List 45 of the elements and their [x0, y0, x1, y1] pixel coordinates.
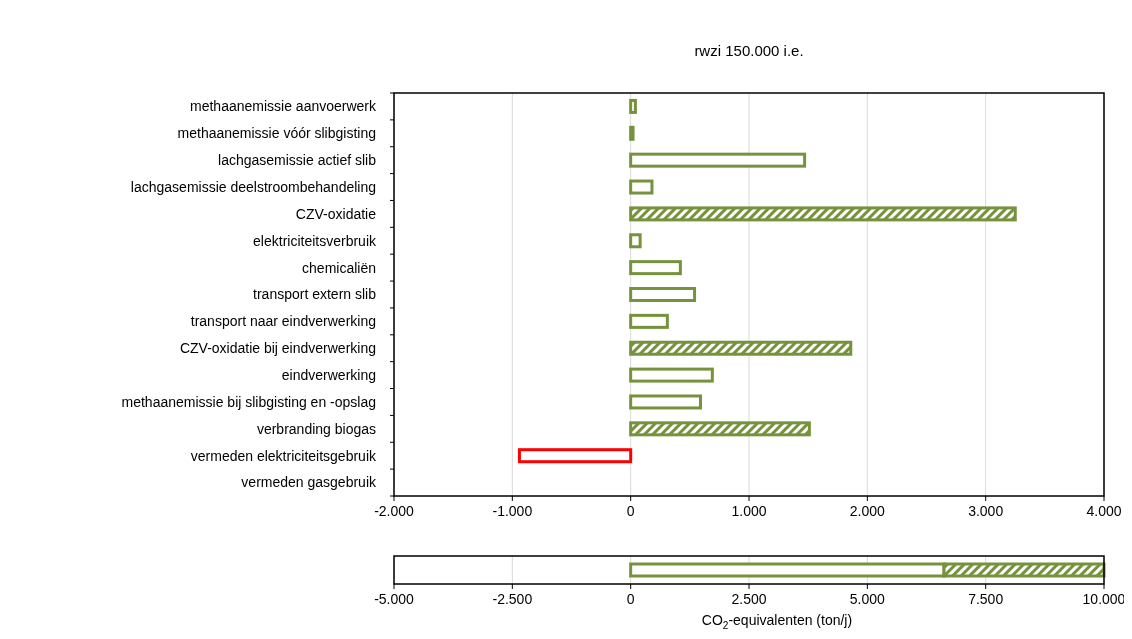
y-tick-label: verbranding biogas	[256, 420, 376, 437]
x-axis-title: CO$_{2}$-equivalenten (ton/j)	[701, 612, 853, 631]
y-tick-label: CZV-oxidatie bij eindverwerking	[179, 340, 376, 357]
y-tick-label: lachgasemissie actief slib	[218, 152, 377, 169]
y-tick-label: CZV-oxidatie	[295, 205, 377, 222]
bar	[629, 152, 807, 168]
bar	[629, 125, 635, 141]
y-tick-label: transport extern slib	[253, 286, 377, 303]
bar	[629, 421, 811, 437]
y-tick-label: methaanemissie vóór slibgisting	[177, 125, 376, 142]
y-tick-label: eindverwerking	[281, 367, 376, 383]
y-tick-label: transport naar eindverwerking	[190, 313, 376, 330]
x-tick-label: 0	[626, 503, 635, 519]
bar	[517, 448, 633, 464]
bar	[629, 179, 654, 195]
x-tick-label: 3.000	[968, 503, 1004, 519]
bar	[629, 313, 669, 329]
bar	[629, 340, 853, 356]
bar	[629, 206, 1017, 222]
bar	[629, 367, 714, 383]
x-tick-label: -1.000	[492, 503, 533, 519]
bar	[629, 394, 702, 410]
x-tick-label: 4.000	[1086, 503, 1122, 519]
y-tick-label: methaanemissie aanvoerwerk	[190, 98, 377, 115]
x-tick-label: -2.000	[374, 503, 415, 519]
x-tick-label: -2.500	[492, 591, 533, 607]
bar	[629, 98, 637, 114]
bar	[629, 287, 697, 302]
x-tick-label: 2.500	[731, 591, 767, 607]
x-tick-label: 10.000	[1082, 591, 1126, 607]
y-tick-label: elektriciteitsverbruik	[253, 232, 377, 249]
y-tick-label: methaanemissie bij slibgisting en -opslag	[121, 393, 376, 410]
x-tick-label: 7.500	[968, 591, 1004, 607]
chart-title: rwzi 150.000 i.e.	[694, 42, 804, 59]
bar	[629, 233, 642, 249]
x-tick-label: 1.000	[731, 503, 767, 519]
x-tick-label: -5.000	[374, 591, 415, 607]
bar	[629, 260, 682, 276]
y-tick-label: chemicaliën	[302, 259, 376, 276]
x-tick-label: 5.000	[849, 591, 886, 607]
y-tick-label: vermeden elektriciteitsgebruik	[190, 447, 377, 464]
y-tick-label: lachgasemissie deelstroombehandeling	[130, 178, 376, 195]
x-tick-label: 0	[626, 591, 635, 607]
y-tick-label: vermeden gasgebruik	[241, 474, 377, 491]
x-tick-label: 2.000	[849, 503, 886, 519]
